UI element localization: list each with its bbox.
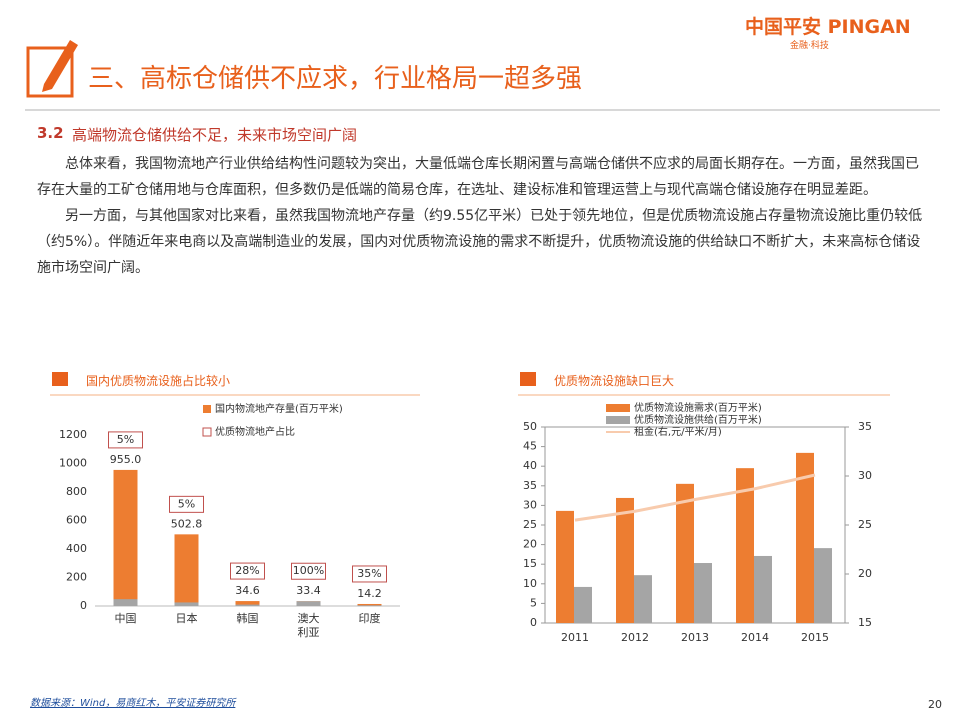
legend-swatch	[203, 405, 211, 413]
x-tick-label: 2011	[561, 631, 589, 644]
line	[574, 473, 816, 522]
y-tick-label: 45	[523, 440, 537, 453]
legend-label: 租金(右,元/平米/月)	[634, 425, 722, 438]
share-label: 35%	[357, 567, 381, 580]
chart-icon	[520, 372, 536, 386]
value-label: 14.2	[357, 587, 382, 600]
chart-icon	[52, 372, 68, 386]
bar	[235, 601, 260, 606]
share-box	[291, 562, 326, 580]
share-label: 100%	[293, 564, 324, 577]
y2-tick-label: 30	[858, 469, 872, 482]
slide-title: 三、高标仓储供不应求，行业格局一超多强	[88, 64, 583, 94]
value-label: 33.4	[296, 584, 321, 597]
bar	[634, 575, 652, 623]
value-label: 955.0	[110, 453, 142, 466]
x-tick-label: 澳大利亚	[297, 612, 320, 639]
y2-tick-label: 15	[858, 616, 872, 629]
share-label: 28%	[235, 564, 259, 577]
legend-swatch	[606, 416, 630, 424]
share-box	[108, 431, 143, 449]
bar	[357, 603, 382, 606]
legend-label: 优质物流设施供给(百万平米)	[634, 413, 762, 426]
x-tick-label: 印度	[358, 612, 381, 625]
body-text: 总体来看，我国物流地产行业供给结构性问题较为突出，大量低端仓库长期闲置与高端仓储…	[37, 151, 927, 281]
pencil	[42, 40, 78, 92]
bar	[357, 605, 382, 606]
section-heading: 高端物流仓储供给不足，未来市场空间广阔	[72, 126, 358, 144]
bar	[556, 510, 574, 623]
slogan: 金融·科技	[790, 41, 829, 51]
y-tick-label: 5	[530, 596, 537, 609]
y-tick-label: 800	[66, 485, 87, 498]
share-box	[230, 562, 265, 580]
legend-swatch	[202, 427, 212, 437]
y2-tick-label: 35	[858, 420, 872, 433]
value-label: 34.6	[235, 584, 260, 597]
x-tick-label: 日本	[175, 612, 198, 625]
share-box	[169, 495, 204, 513]
title-icon	[26, 46, 74, 98]
y-tick-label: 35	[523, 479, 537, 492]
share-box	[352, 565, 387, 583]
share-label: 5%	[178, 497, 195, 510]
x-tick-label: 2015	[801, 631, 829, 644]
bar	[235, 604, 260, 606]
x-tick-label: 中国	[114, 612, 137, 625]
y2-tick-label: 25	[858, 518, 872, 531]
share-label: 5%	[117, 433, 134, 446]
bar	[113, 599, 138, 606]
legend-swatch	[606, 404, 630, 412]
bar	[754, 555, 772, 623]
y-tick-label: 15	[523, 557, 537, 570]
paragraph: 总体来看，我国物流地产行业供给结构性问题较为突出，大量低端仓库长期闲置与高端仓储…	[37, 156, 919, 198]
y-tick-label: 600	[66, 514, 87, 527]
x-tick-label: 2013	[681, 631, 709, 644]
legend-label: 优质物流地产占比	[215, 425, 295, 438]
legend-label: 国内物流地产存量(百万平米)	[215, 402, 343, 415]
logo: 中国平安 PINGAN	[745, 16, 911, 38]
source: 数据来源：Wind，易商红木，平安证券研究所	[30, 698, 236, 709]
y-tick-label: 0	[80, 599, 87, 612]
bar	[676, 483, 694, 623]
bar	[296, 601, 321, 606]
bar	[174, 602, 199, 606]
paragraph: 另一方面，与其他国家对比来看，虽然我国物流地产存量（约9.55亿平米）已处于领先…	[37, 208, 923, 276]
x-tick-label: 2012	[621, 631, 649, 644]
page-number: 20	[928, 698, 942, 711]
legend-label: 优质物流设施需求(百万平米)	[634, 401, 762, 414]
y-tick-label: 30	[523, 498, 537, 511]
bar	[574, 586, 592, 623]
bar	[814, 548, 832, 623]
value-label: 502.8	[171, 517, 203, 530]
y-tick-label: 1200	[59, 428, 87, 441]
y-tick-label: 0	[530, 616, 537, 629]
x-tick-label: 2014	[741, 631, 769, 644]
chart-title: 优质物流设施缺口巨大	[554, 374, 675, 388]
y-tick-label: 20	[523, 538, 537, 551]
bar	[616, 497, 634, 623]
bar	[694, 563, 712, 623]
y-tick-label: 10	[523, 577, 537, 590]
bar	[796, 452, 814, 623]
bar	[736, 468, 754, 623]
y-tick-label: 25	[523, 518, 537, 531]
y-tick-label: 1000	[59, 457, 87, 470]
bar	[174, 534, 199, 606]
chart-title: 国内优质物流设施占比较小	[86, 374, 231, 388]
y-tick-label: 50	[523, 420, 537, 433]
y-tick-label: 400	[66, 542, 87, 555]
y-tick-label: 200	[66, 571, 87, 584]
y2-tick-label: 20	[858, 567, 872, 580]
section-number: 3.2	[37, 124, 64, 142]
bar	[113, 469, 138, 606]
x-tick-label: 韩国	[236, 612, 259, 625]
y-tick-label: 40	[523, 459, 537, 472]
